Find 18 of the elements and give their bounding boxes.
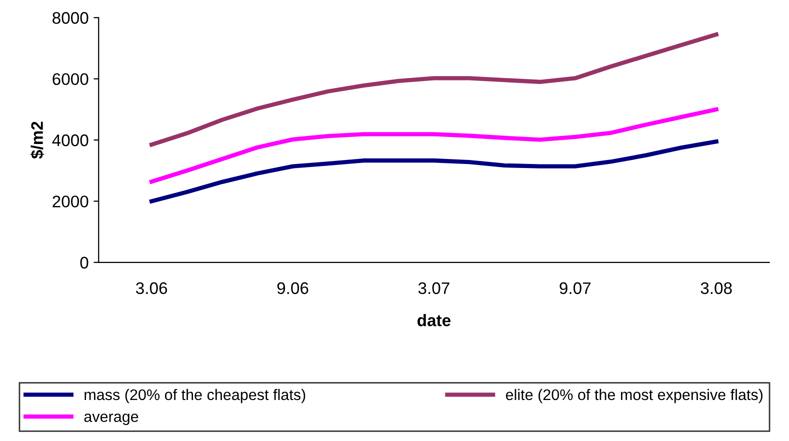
y-tick-label: 0 xyxy=(80,256,88,269)
y-axis-title: $/m2 xyxy=(30,122,44,159)
legend-label: average xyxy=(84,414,138,426)
x-tick-label: 9.06 xyxy=(277,282,308,294)
legend-label: elite (20% of the most expensive flats) xyxy=(506,388,762,404)
x-tick-label: 9.07 xyxy=(560,282,591,294)
x-tick-label: 3.08 xyxy=(700,282,732,294)
x-tick-label: 3.07 xyxy=(418,282,450,294)
x-axis-title: date xyxy=(418,314,451,326)
line-series xyxy=(149,32,718,147)
line-series xyxy=(149,107,718,184)
y-tick-label: 2000 xyxy=(52,196,88,208)
line-series xyxy=(149,139,718,204)
y-tick-label: 6000 xyxy=(52,73,88,86)
y-tick-label: 8000 xyxy=(52,12,88,24)
x-tick-label: 3.06 xyxy=(136,282,168,294)
y-tick-label: 4000 xyxy=(52,134,88,146)
legend-label: mass (20% of the cheapest flats) xyxy=(84,388,306,404)
